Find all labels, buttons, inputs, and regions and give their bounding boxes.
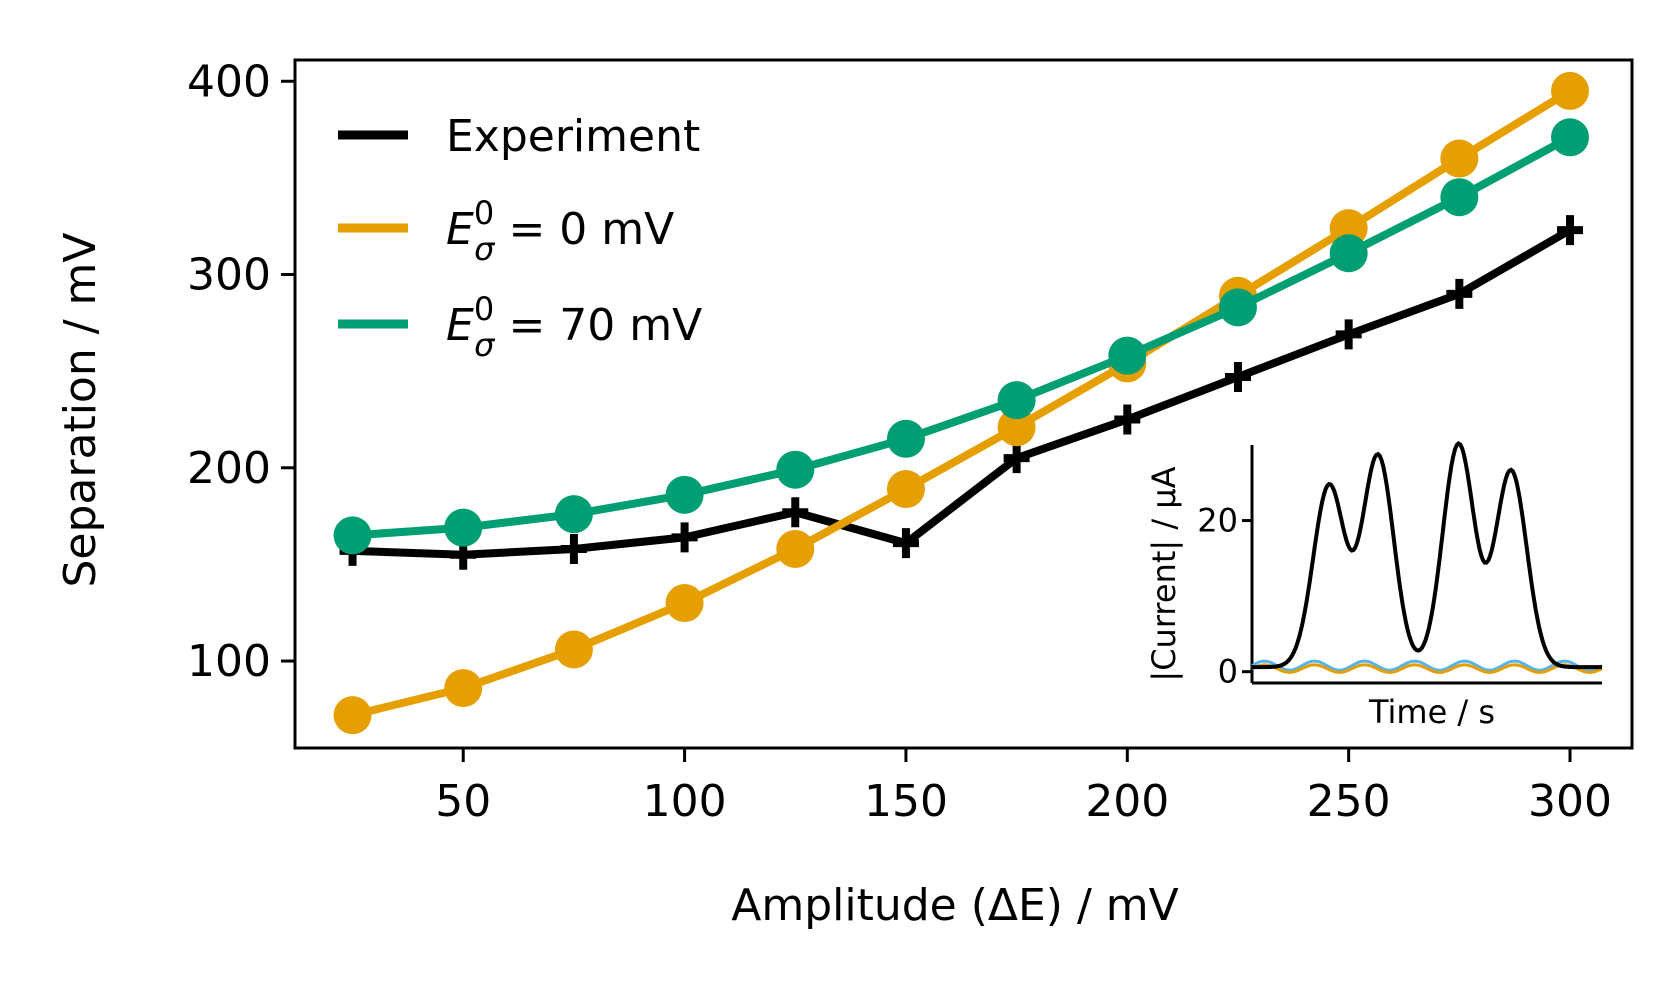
x-tick-label: 50: [435, 776, 491, 827]
x-tick-label: 300: [1528, 776, 1612, 827]
y-axis-label: Separation / mV: [55, 233, 106, 588]
x-axis-label: Amplitude (ΔE) / mV: [731, 880, 1178, 931]
data-point: [1446, 278, 1473, 309]
series-line: [352, 226, 1573, 559]
legend: Experiment E0 σ = 0 mV E0 σ = 70 mV: [338, 111, 702, 364]
y-tick-label: 300: [187, 250, 271, 301]
data-point: [1224, 361, 1251, 392]
plot-frame: [293, 58, 1634, 750]
data-point: [1440, 178, 1479, 217]
legend-item: Experiment: [338, 111, 700, 162]
data-point: [1218, 288, 1257, 327]
data-point: [444, 508, 483, 547]
data-point: [1551, 71, 1590, 110]
data-point: [444, 669, 483, 708]
x-tick-label: 250: [1307, 776, 1391, 827]
data-point: [665, 475, 704, 514]
y-tick-label: 400: [187, 56, 271, 107]
x-tick-label: 200: [1085, 776, 1169, 827]
x-tick-label: 150: [864, 776, 948, 827]
inset-plot: 0 20 Time / s |Current| / μA: [1145, 441, 1603, 731]
inset-y-tick-label: 20: [1197, 502, 1238, 540]
series-e0-0mv: [333, 71, 1590, 735]
legend-label: E0 σ = 70 mV: [446, 290, 702, 364]
x-tick-label: 100: [643, 776, 727, 827]
inset-series-line: [1252, 441, 1602, 670]
series-line: [351, 87, 1573, 720]
data-point: [1329, 234, 1368, 273]
data-point: [1003, 443, 1030, 474]
data-point: [886, 470, 925, 509]
y-tick-label: 100: [187, 636, 271, 687]
data-point: [886, 419, 925, 458]
legend-label: Experiment: [446, 111, 700, 162]
inset-series-line: [1251, 659, 1603, 672]
series-e0-70mv: [333, 118, 1590, 555]
data-point: [1108, 336, 1147, 375]
inset-series-line: [1251, 663, 1603, 674]
inset-y-tick-label: 0: [1218, 653, 1238, 691]
data-point: [1551, 118, 1590, 157]
data-point: [671, 522, 698, 553]
data-point: [333, 696, 372, 735]
legend-item: E0 σ = 70 mV: [338, 290, 702, 364]
data-point: [560, 533, 587, 564]
data-point: [1335, 319, 1362, 350]
data-point: [997, 381, 1036, 420]
data-point: [776, 529, 815, 568]
data-point: [1114, 404, 1141, 435]
data-point: [1557, 215, 1584, 246]
data-point: [1440, 139, 1479, 178]
data-point: [776, 450, 815, 489]
data-point: [665, 584, 704, 623]
data-point: [554, 495, 593, 534]
series-experiment: [339, 215, 1584, 570]
inset-x-axis-label: Time / s: [1368, 693, 1495, 731]
data-point: [782, 497, 809, 528]
data-point: [997, 408, 1036, 447]
data-point: [892, 528, 919, 559]
legend-label: E0 σ = 0 mV: [446, 194, 674, 268]
data-point: [554, 630, 593, 669]
data-point: [333, 516, 372, 555]
inset-y-axis-label: |Current| / μA: [1145, 466, 1183, 681]
legend-item: E0 σ = 0 mV: [338, 194, 674, 268]
y-tick-label: 200: [187, 443, 271, 494]
